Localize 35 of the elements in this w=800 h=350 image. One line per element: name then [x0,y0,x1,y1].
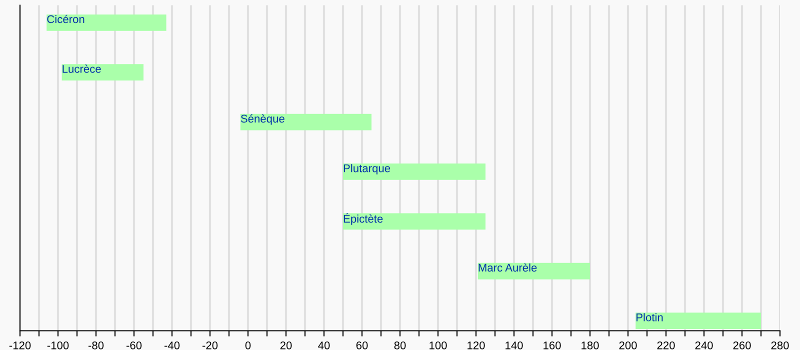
bar [343,213,486,230]
x-tick-label: 40 [318,341,330,350]
bar [343,164,486,180]
x-tick-label: 240 [695,341,713,350]
x-tick-label: -120 [9,341,31,350]
x-tick-label: 20 [280,341,292,350]
x-tick-label: -20 [202,341,218,350]
x-tick-label: -80 [88,341,104,350]
x-tick-label: -40 [164,341,180,350]
bar [46,14,166,31]
x-tick-label: 220 [657,341,675,350]
x-tick-label: -60 [126,341,142,350]
bar [240,114,372,130]
y-tick-label: Épictète [344,212,383,225]
x-tick-label: 120 [468,341,485,350]
bar [62,64,144,81]
x-tick-label: 260 [733,341,751,350]
y-tick-label: Cicéron [47,14,84,24]
y-tick-label: Plutarque [344,164,390,174]
x-tick-label: 100 [430,341,447,350]
x-tick-label: 0 [245,341,251,350]
x-tick-label: 200 [619,341,637,350]
x-tick-label: 280 [771,341,789,350]
y-tick-label: Sénèque [240,114,284,125]
x-tick-label: 140 [506,341,523,350]
x-tick-label: 180 [582,341,599,350]
y-tick-label: Lucrèce [62,64,101,73]
bar [478,262,590,280]
x-tick-label: 160 [544,341,561,350]
y-tick-label: Plotin [636,313,663,322]
x-tick-label: -100 [47,341,69,350]
x-tick-label: 60 [356,341,368,350]
x-tick-label: 80 [394,341,406,350]
y-tick-label: Marc Aurèle [478,263,537,272]
bar [636,312,761,330]
